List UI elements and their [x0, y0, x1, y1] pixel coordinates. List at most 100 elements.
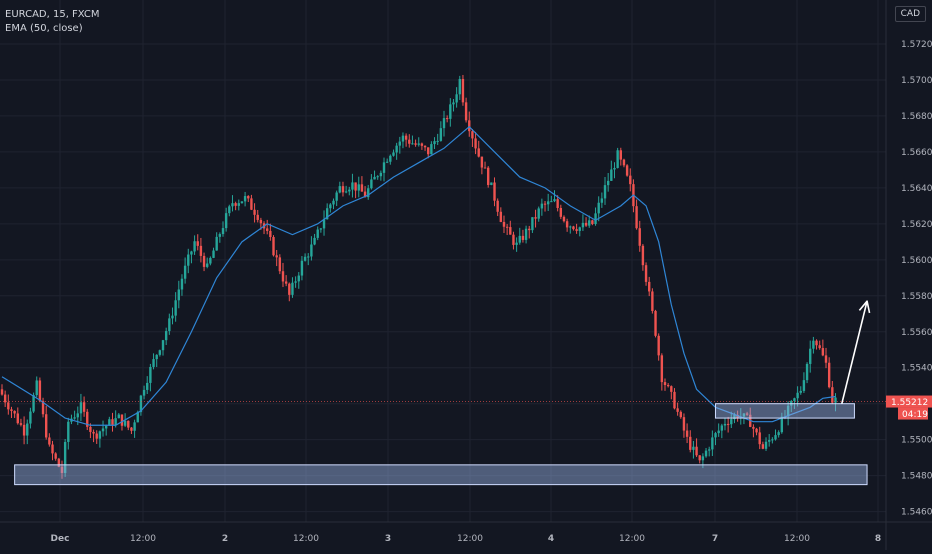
- candle-body: [436, 140, 439, 142]
- candle-body: [635, 206, 638, 229]
- candle-body: [92, 431, 95, 434]
- candle-body: [799, 390, 802, 393]
- candle-body: [433, 141, 436, 145]
- candle-body: [401, 135, 405, 142]
- candle-body: [218, 234, 222, 237]
- candle-body: [149, 366, 152, 383]
- candle-body: [745, 413, 749, 415]
- candle-body: [780, 416, 784, 433]
- currency-badge[interactable]: CAD: [894, 6, 926, 22]
- candle-body: [174, 300, 177, 316]
- candle-body: [385, 161, 389, 163]
- candle-body: [259, 219, 263, 224]
- candle-body: [818, 345, 821, 349]
- y-tick-label: 1.56600: [901, 148, 932, 158]
- candle-body: [300, 260, 304, 276]
- candle-body: [821, 348, 825, 356]
- candle-body: [136, 412, 139, 423]
- candle-body: [60, 466, 64, 473]
- candle-body: [736, 414, 739, 419]
- candle-body: [332, 200, 335, 205]
- candle-body: [382, 162, 386, 173]
- candle-body: [723, 423, 727, 426]
- candle-body: [26, 423, 29, 436]
- candle-body: [269, 230, 272, 238]
- candle-body: [193, 241, 196, 252]
- demand-zone-upper: [715, 403, 855, 419]
- candle-body: [414, 143, 417, 145]
- candle-body: [831, 387, 834, 403]
- candle-body: [594, 213, 597, 225]
- candle-body: [171, 315, 174, 319]
- projection-arrow: [841, 300, 868, 404]
- symbol-label[interactable]: EURCAD, 15, FXCM: [5, 9, 100, 20]
- x-tick-label: 12:00: [784, 534, 810, 544]
- candle-body: [376, 176, 379, 178]
- y-tick-label: 1.55400: [901, 364, 932, 374]
- candle-body: [610, 169, 613, 181]
- candle-body: [177, 289, 180, 301]
- candle-body: [133, 422, 136, 431]
- candle-body: [82, 402, 86, 412]
- candle-body: [603, 185, 607, 199]
- candle-body: [540, 203, 544, 209]
- candle-body: [572, 226, 575, 230]
- candle-body: [638, 228, 641, 246]
- candle-body: [161, 340, 165, 351]
- candle-body: [543, 203, 547, 205]
- candle-body: [774, 435, 777, 440]
- candle-body: [730, 419, 733, 425]
- candle-body: [392, 152, 395, 156]
- candle-body: [45, 414, 48, 438]
- candle-body: [13, 410, 16, 414]
- candle-body: [51, 444, 54, 454]
- candle-body: [537, 208, 540, 219]
- candle-body: [480, 156, 484, 168]
- candle-body: [10, 409, 13, 411]
- x-tick-label: 12:00: [130, 534, 156, 544]
- candle-body: [240, 201, 244, 204]
- candle-body: [404, 135, 408, 140]
- candle-body: [16, 413, 19, 424]
- candle-body: [708, 449, 711, 451]
- indicator-label[interactable]: EMA (50, close): [5, 23, 83, 34]
- x-tick-label: 12:00: [619, 534, 645, 544]
- candle-body: [104, 425, 108, 429]
- candle-body: [237, 203, 240, 206]
- candle-body: [663, 382, 667, 386]
- candle-body: [786, 405, 790, 417]
- candle-body: [487, 167, 490, 185]
- candle-body: [351, 182, 354, 190]
- candle-body: [284, 281, 288, 284]
- candle-body: [660, 355, 664, 383]
- candle-body: [158, 350, 162, 355]
- y-tick-label: 1.54600: [901, 508, 932, 518]
- candle-body: [442, 118, 446, 129]
- candle-body: [123, 420, 127, 426]
- candle-body: [452, 102, 455, 105]
- y-tick-label: 1.55800: [901, 292, 932, 302]
- candle-body: [742, 413, 746, 417]
- candle-body: [771, 439, 774, 441]
- candle-body: [32, 395, 35, 412]
- candle-body: [183, 265, 187, 279]
- candle-body: [761, 444, 765, 449]
- y-tick-label: 1.55000: [901, 436, 932, 446]
- x-tick-label: 7: [712, 534, 718, 544]
- candle-body: [758, 432, 761, 445]
- candle-body: [521, 235, 525, 240]
- candle-body: [439, 128, 443, 141]
- candle-body: [509, 227, 512, 235]
- candle-body: [682, 417, 686, 431]
- candle-body: [303, 256, 307, 261]
- candle-body: [752, 426, 755, 429]
- candle-body: [117, 414, 121, 419]
- candle-body: [676, 408, 679, 412]
- candle-body: [341, 186, 345, 193]
- candle-body: [111, 419, 114, 426]
- chart-legend: EURCAD, 15, FXCM EMA (50, close): [5, 8, 100, 36]
- candle-body: [591, 220, 594, 225]
- candle-body: [86, 411, 89, 427]
